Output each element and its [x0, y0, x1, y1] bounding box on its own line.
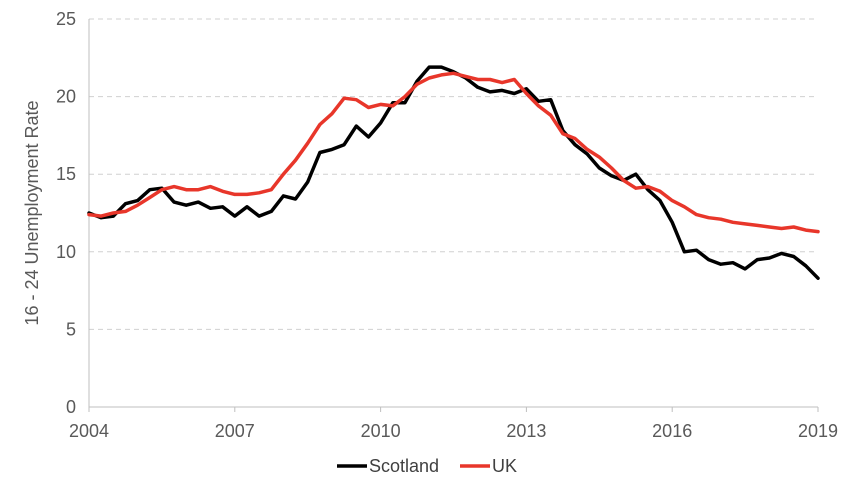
y-tick-label: 10 [56, 242, 76, 262]
x-tick-label: 2016 [652, 421, 692, 441]
y-tick-label: 5 [66, 319, 76, 339]
y-tick-label: 25 [56, 9, 76, 29]
legend-label-uk: UK [492, 456, 517, 476]
series-line-uk [87, 71, 820, 234]
y-tick-label: 20 [56, 87, 76, 107]
x-tick-label: 2004 [69, 421, 109, 441]
legend-label-scotland: Scotland [369, 456, 439, 476]
x-tick-label: 2019 [798, 421, 838, 441]
axes: 0 5 10 15 20 25 2004 2007 2010 2013 2016 2019 [56, 9, 838, 441]
y-tick-label: 15 [56, 164, 76, 184]
x-tick-label: 2007 [215, 421, 255, 441]
x-tick-label: 2013 [506, 421, 546, 441]
x-tick-label: 2010 [361, 421, 401, 441]
y-axis-title: 16 - 24 Unemployment Rate [22, 100, 42, 325]
series-lines [87, 65, 820, 280]
gridlines [89, 18, 818, 330]
y-tick-label: 0 [66, 397, 76, 417]
legend: Scotland UK [337, 456, 517, 476]
series-line-scotland [87, 65, 820, 280]
